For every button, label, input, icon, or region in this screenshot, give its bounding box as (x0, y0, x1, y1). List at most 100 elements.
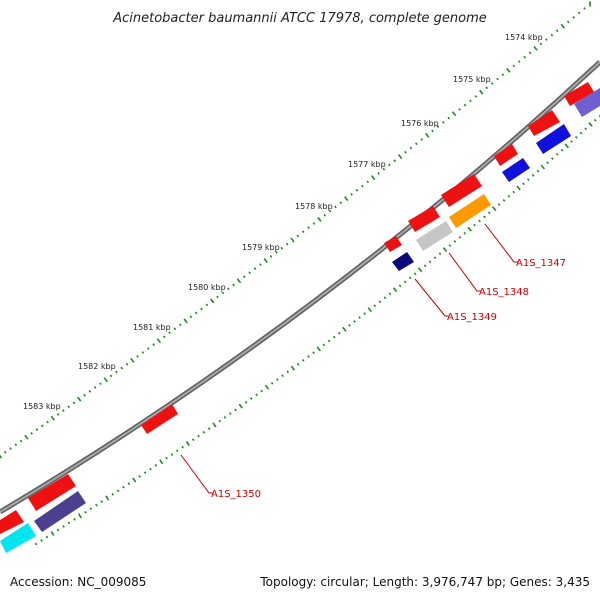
minor-tick (413, 272, 417, 276)
minor-tick (512, 64, 516, 68)
minor-tick (539, 42, 543, 46)
tick-label-1574: 1574 kbp (505, 33, 543, 42)
minor-tick (307, 226, 310, 230)
gene-arrow[interactable] (574, 88, 600, 117)
minor-tick (93, 386, 97, 389)
minor-tick (358, 316, 361, 319)
minor-tick (202, 430, 206, 434)
major-tick (132, 477, 137, 483)
minor-tick (458, 108, 461, 111)
major-tick (236, 278, 242, 284)
minor-tick (409, 146, 413, 150)
minor-tick (301, 359, 305, 362)
gene-label-a1s-1349[interactable]: A1S_1349 (447, 312, 497, 323)
gene-arrow[interactable] (564, 82, 594, 106)
minor-tick (438, 252, 442, 256)
gene-arrow[interactable] (0, 510, 24, 534)
gene-arrow[interactable] (0, 523, 36, 553)
major-tick (479, 89, 484, 95)
gene-arrow[interactable] (384, 236, 402, 252)
minor-tick (178, 323, 182, 327)
major-tick (183, 318, 188, 324)
gene-label-a1s-1347[interactable]: A1S_1347 (516, 258, 566, 269)
outer-ruler-ring (0, 1, 591, 459)
minor-tick (45, 535, 49, 539)
minor-tick (40, 424, 44, 428)
minor-tick (469, 99, 472, 103)
minor-tick (143, 471, 147, 475)
minor-tick (583, 7, 586, 10)
major-tick (424, 132, 430, 138)
minor-tick (173, 327, 177, 331)
major-tick (506, 67, 511, 73)
gene-arrow[interactable] (536, 124, 571, 154)
minor-tick (242, 275, 246, 279)
minor-tick (228, 412, 232, 415)
gene-label-a1s-1350[interactable]: A1S_1350 (211, 489, 261, 500)
gene-arrow[interactable] (528, 110, 560, 136)
minor-tick (234, 408, 237, 412)
minor-tick (550, 33, 554, 37)
minor-tick (72, 401, 76, 405)
major-tick (316, 346, 321, 352)
minor-tick (255, 393, 258, 397)
minor-tick (496, 77, 499, 81)
minor-tick (34, 542, 38, 546)
gene-arrow[interactable] (392, 252, 414, 271)
minor-tick (373, 304, 377, 308)
major-tick (540, 164, 546, 170)
minor-tick (152, 343, 155, 346)
tick-label-1579: 1579 kbp (242, 243, 280, 252)
minor-tick (99, 382, 102, 385)
minor-tick (323, 213, 327, 217)
major-tick (588, 122, 593, 127)
minor-tick (115, 370, 118, 374)
gene-arrow[interactable] (449, 194, 491, 228)
gene-arrow[interactable] (416, 221, 453, 251)
gene-label-a1s-1348[interactable]: A1S_1348 (479, 287, 529, 298)
minor-tick (46, 420, 49, 424)
minor-tick (149, 467, 152, 471)
minor-tick (328, 209, 332, 213)
minor-tick (334, 205, 337, 209)
minor-tick (393, 159, 397, 163)
gene-arrow[interactable] (502, 158, 530, 182)
minor-tick (146, 347, 150, 350)
minor-tick (574, 135, 578, 139)
minor-tick (170, 453, 174, 456)
minor-tick (95, 503, 98, 507)
gene-label-leaders (180, 223, 518, 494)
minor-tick (388, 292, 392, 296)
minor-tick (593, 118, 597, 122)
major-tick (342, 326, 347, 332)
minor-tick (570, 140, 573, 143)
minor-tick (378, 300, 382, 304)
minor-tick (244, 400, 248, 404)
minor-tick (232, 283, 235, 287)
gene-arrow[interactable] (441, 174, 482, 207)
minor-tick (120, 366, 124, 370)
minor-tick (523, 55, 527, 59)
major-tick (130, 357, 135, 363)
minor-tick (473, 223, 476, 227)
gene-arrow[interactable] (28, 474, 76, 511)
minor-tick (67, 521, 71, 525)
gene-arrow[interactable] (408, 206, 440, 232)
minor-tick (189, 315, 193, 319)
minor-tick (35, 428, 39, 431)
minor-tick (463, 103, 467, 107)
major-tick (451, 111, 457, 117)
minor-tick (377, 172, 380, 175)
minor-tick (478, 219, 481, 223)
minor-tick (19, 439, 23, 443)
minor-tick (398, 284, 402, 288)
minor-tick (205, 303, 209, 307)
minor-tick (339, 201, 343, 205)
gene-arrow[interactable] (494, 144, 518, 166)
major-tick (50, 530, 55, 537)
gene-arrow[interactable] (34, 491, 86, 532)
minor-tick (249, 397, 253, 400)
minor-tick (56, 528, 60, 532)
gene-arrow[interactable] (141, 404, 178, 434)
minor-tick (191, 438, 195, 442)
